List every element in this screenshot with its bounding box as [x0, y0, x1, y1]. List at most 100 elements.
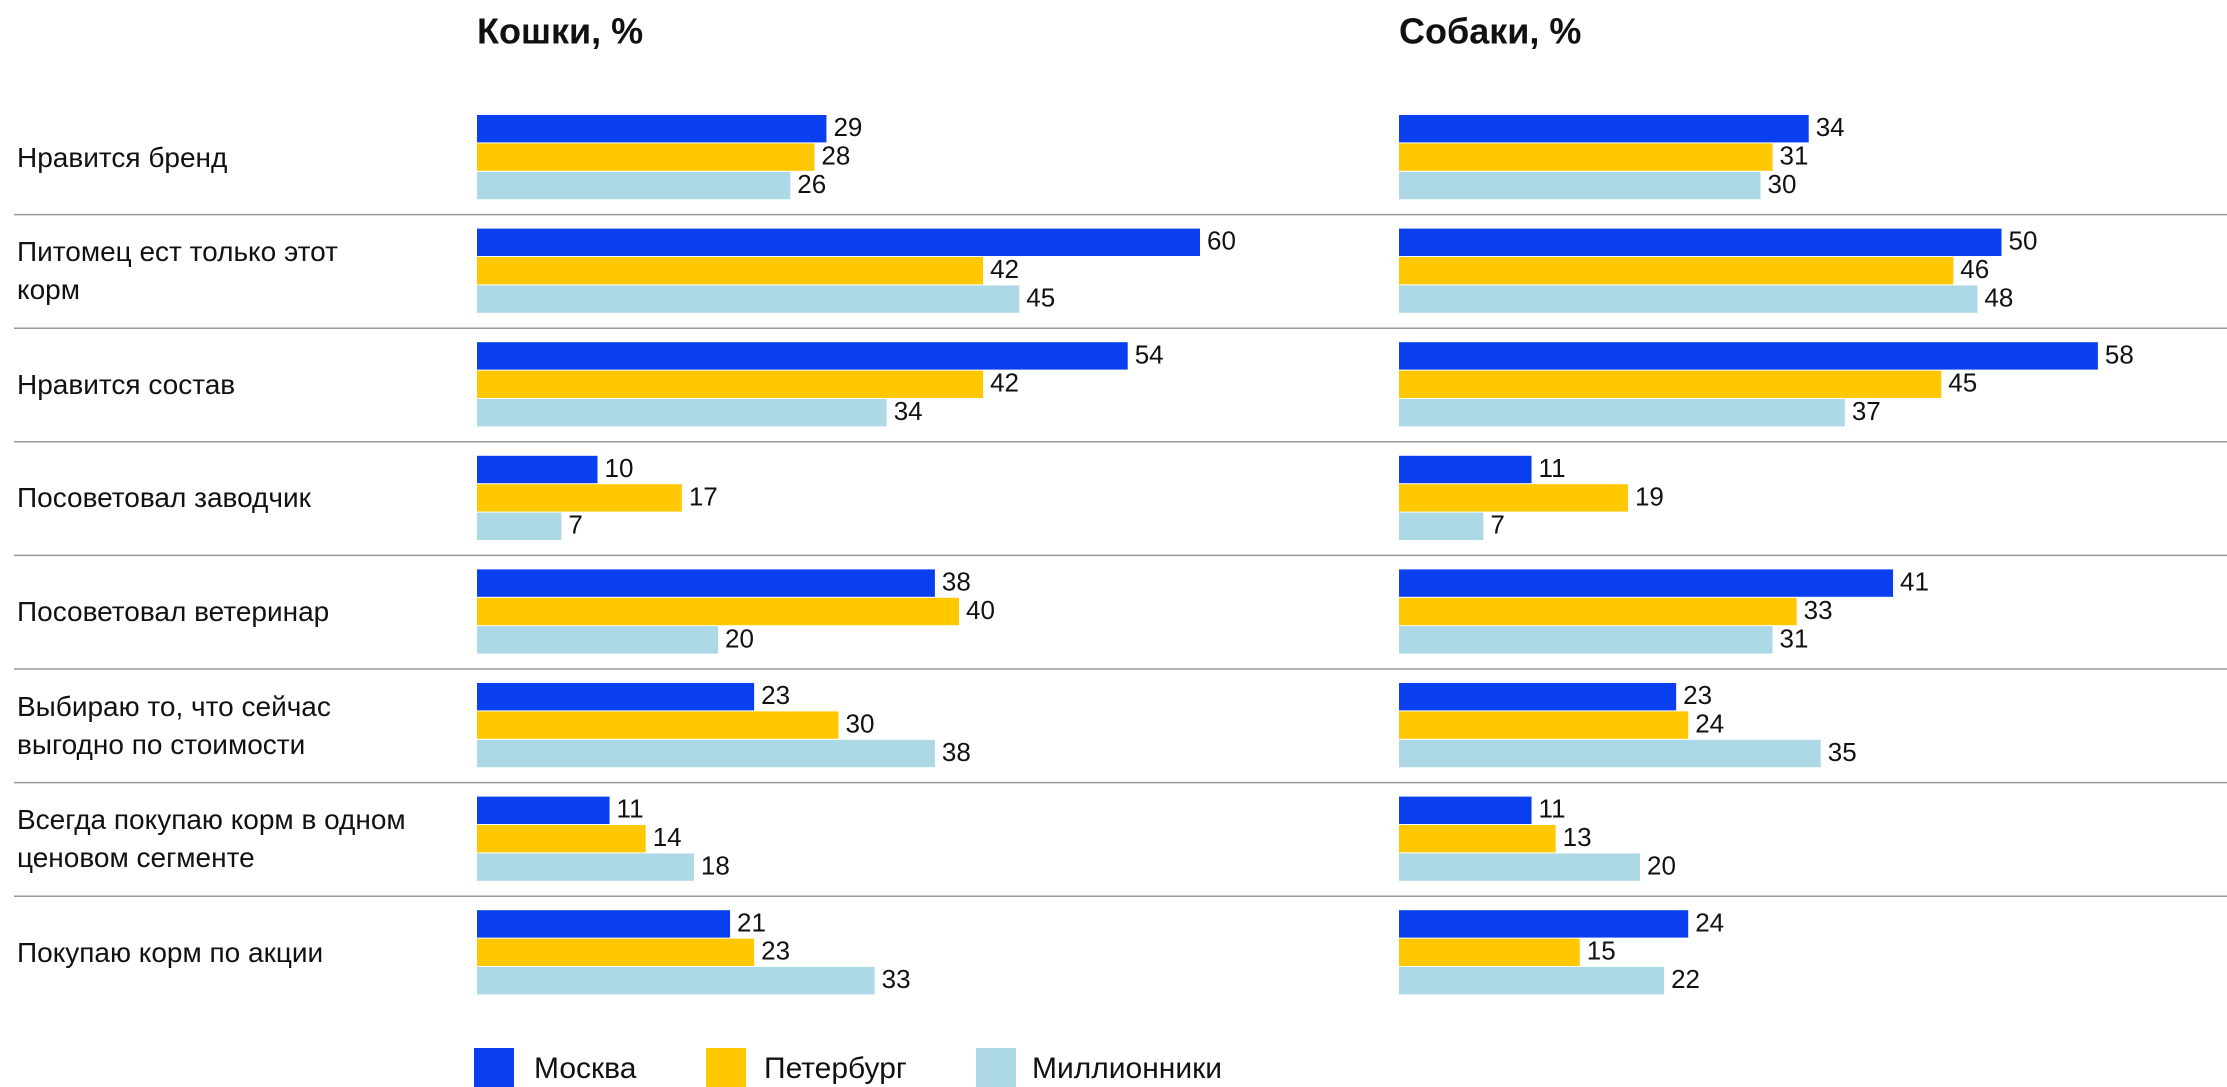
value-label: 41: [1900, 566, 1929, 596]
value-label: 23: [761, 936, 790, 966]
bar: [1399, 484, 1628, 512]
bar: [1399, 143, 1773, 171]
value-label: 20: [725, 623, 754, 653]
value-label: 38: [942, 566, 971, 596]
bar: [477, 825, 646, 853]
bar: [1399, 228, 2002, 256]
bar: [1399, 370, 1942, 398]
value-label: 34: [894, 396, 923, 426]
value-label: 23: [1683, 680, 1712, 710]
value-label: 20: [1647, 850, 1676, 880]
category-label: Посоветовал ветеринар: [17, 596, 330, 627]
value-label: 40: [966, 595, 995, 625]
value-label: 37: [1852, 396, 1881, 426]
bar: [477, 342, 1128, 370]
value-label: 45: [1026, 282, 1055, 312]
bar: [477, 796, 610, 824]
bar: [477, 171, 791, 200]
bar: [477, 853, 694, 881]
bar: [1399, 569, 1894, 597]
category-label: Всегда покупаю корм в одном ценовом сегм…: [17, 804, 406, 874]
category-label: Нравится состав: [17, 368, 236, 400]
value-label: 14: [653, 822, 682, 852]
value-label: 15: [1587, 936, 1616, 966]
bar: [1399, 455, 1532, 484]
bar: [477, 910, 731, 938]
legend-swatch: [706, 1048, 746, 1087]
value-label: 19: [1635, 481, 1664, 511]
bar: [1399, 711, 1689, 739]
bar: [1399, 910, 1689, 938]
bar: [1399, 967, 1665, 995]
bar: [477, 285, 1020, 313]
category-label: Выбираю то, что сейчас выгодно по стоимо…: [17, 690, 331, 760]
bar: [477, 597, 959, 626]
value-label: 7: [568, 510, 582, 540]
bar: [477, 228, 1200, 256]
value-label: 18: [701, 850, 730, 880]
bar: [477, 967, 875, 995]
value-label: 7: [1490, 510, 1504, 540]
category-label: Нравится бренд: [17, 141, 228, 173]
chart-title: Кошки, %: [477, 11, 643, 52]
bar: [1399, 626, 1773, 654]
bar: [477, 569, 935, 597]
bar: [477, 484, 682, 512]
bar: [1399, 853, 1640, 881]
legend-swatch: [976, 1048, 1016, 1087]
value-label: 58: [2105, 339, 2134, 369]
value-label: 23: [761, 680, 790, 710]
value-label: 54: [1135, 339, 1164, 369]
bar: [1399, 115, 1809, 143]
bar: [477, 455, 598, 484]
value-label: 21: [737, 907, 766, 937]
legend-swatch: [474, 1048, 514, 1087]
bar: [1399, 825, 1556, 853]
chart-title: Собаки, %: [1399, 11, 1581, 52]
bar: [1399, 938, 1580, 966]
value-label: 17: [689, 481, 718, 511]
legend-label: Миллионники: [1032, 1052, 1222, 1085]
bar: [477, 257, 984, 285]
category-label: Питомец ест только этот корм: [17, 236, 338, 306]
value-label: 42: [990, 254, 1019, 284]
bar: [1399, 739, 1821, 768]
category-label: Посоветовал заводчик: [17, 482, 311, 514]
value-label: 24: [1695, 907, 1724, 937]
value-label: 28: [821, 140, 850, 170]
value-label: 33: [1804, 595, 1833, 625]
bar: [1399, 257, 1954, 285]
bar: [1399, 597, 1797, 626]
value-label: 11: [1539, 794, 1566, 824]
value-label: 30: [846, 708, 875, 738]
bar: [477, 370, 984, 398]
bar: [1399, 171, 1761, 200]
value-label: 34: [1816, 112, 1845, 142]
value-label: 30: [1768, 169, 1797, 199]
value-label: 11: [617, 794, 644, 824]
value-label: 38: [942, 737, 971, 767]
bar: [477, 399, 887, 427]
value-label: 42: [990, 368, 1019, 398]
value-label: 31: [1780, 623, 1809, 653]
value-label: 35: [1828, 737, 1857, 767]
bar: [1399, 512, 1484, 540]
bar: [477, 143, 815, 171]
bar: [477, 626, 718, 654]
value-label: 10: [605, 453, 634, 483]
value-label: 22: [1671, 964, 1700, 994]
bar: [477, 739, 935, 768]
bar: [1399, 796, 1532, 824]
bar: [477, 512, 562, 540]
bar: [1399, 399, 1845, 427]
bar: [477, 711, 839, 739]
value-label: 26: [797, 169, 826, 199]
value-label: 60: [1207, 226, 1236, 256]
value-label: 13: [1563, 822, 1592, 852]
bar: [477, 683, 755, 711]
bar: [1399, 342, 2098, 370]
value-label: 50: [2009, 226, 2038, 256]
value-label: 48: [1984, 282, 2013, 312]
